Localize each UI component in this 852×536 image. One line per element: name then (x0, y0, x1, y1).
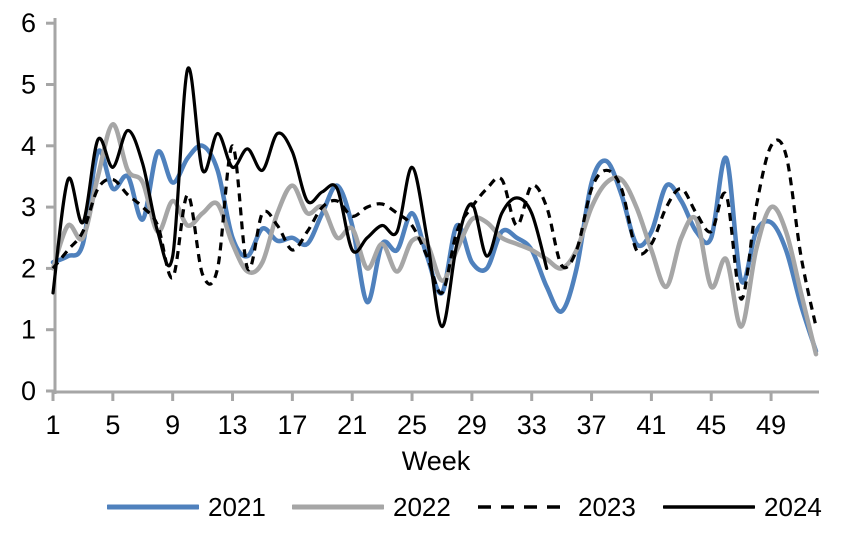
legend-label-2024: 2024 (764, 492, 822, 522)
series-2022-line (50, 122, 819, 357)
x-tick-label: 25 (397, 410, 427, 440)
legend-marker-2021 (107, 504, 199, 510)
x-axis-title: Week (401, 446, 471, 476)
x-tick-label: 1 (45, 410, 60, 440)
legend-item-2021: 2021 (107, 491, 266, 523)
y-tick-label: 2 (21, 253, 36, 283)
series-2024-line (51, 66, 549, 329)
x-tick-label: 17 (277, 410, 307, 440)
x-tick-label: 13 (217, 410, 247, 440)
y-tick-label: 6 (21, 8, 36, 38)
legend-item-2024: 2024 (663, 491, 822, 523)
legend-item-2023: 2023 (477, 491, 636, 523)
y-tick-label: 4 (21, 131, 36, 161)
legend-label-2023: 2023 (578, 492, 636, 522)
legend-label-2022: 2022 (393, 492, 451, 522)
y-tick-label: 0 (21, 376, 36, 406)
x-tick-label: 5 (105, 410, 120, 440)
legend-marker-2023 (478, 505, 568, 509)
x-tick-label: 45 (696, 410, 726, 440)
y-tick-label: 5 (21, 70, 36, 100)
legend-label-2021: 2021 (208, 492, 266, 522)
x-tick-label: 37 (577, 410, 607, 440)
legend-marker-2024 (663, 505, 755, 509)
legend-item-2022: 2022 (292, 491, 451, 523)
legend-marker-2022 (292, 504, 384, 510)
x-tick-label: 29 (457, 410, 487, 440)
x-tick-label: 49 (756, 410, 786, 440)
x-tick-label: 41 (636, 410, 666, 440)
y-tick-label: 3 (21, 192, 36, 222)
y-tick-label: 1 (21, 315, 36, 345)
x-tick-label: 21 (337, 410, 367, 440)
x-tick-label: 33 (517, 410, 547, 440)
x-tick-label: 9 (165, 410, 180, 440)
